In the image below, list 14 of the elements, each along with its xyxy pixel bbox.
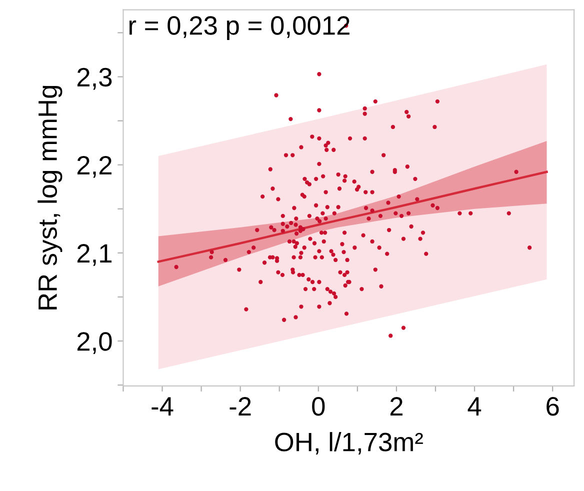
x-tick-label: 4 — [468, 397, 482, 416]
y-tick-label: 2,2 — [77, 156, 112, 178]
y-tick-label: 2,0 — [77, 332, 112, 354]
x-tick-label: 2 — [390, 397, 402, 416]
x-tick-label: 6 — [546, 397, 559, 416]
y-axis-title: RR syst, log mmHg — [38, 86, 62, 310]
x-tick-label: 0 — [312, 397, 325, 416]
annotation: r = 0,23 p = 0,0012 — [129, 16, 350, 40]
x-tick-label: -2 — [230, 397, 251, 416]
y-tick-label: 2,3 — [77, 68, 112, 90]
x-axis-title: OH, l/1,73m² — [275, 432, 423, 455]
y-tick-label: 2,1 — [77, 244, 112, 266]
x-tick-label: -4 — [152, 397, 174, 416]
line-series — [157, 170, 548, 263]
